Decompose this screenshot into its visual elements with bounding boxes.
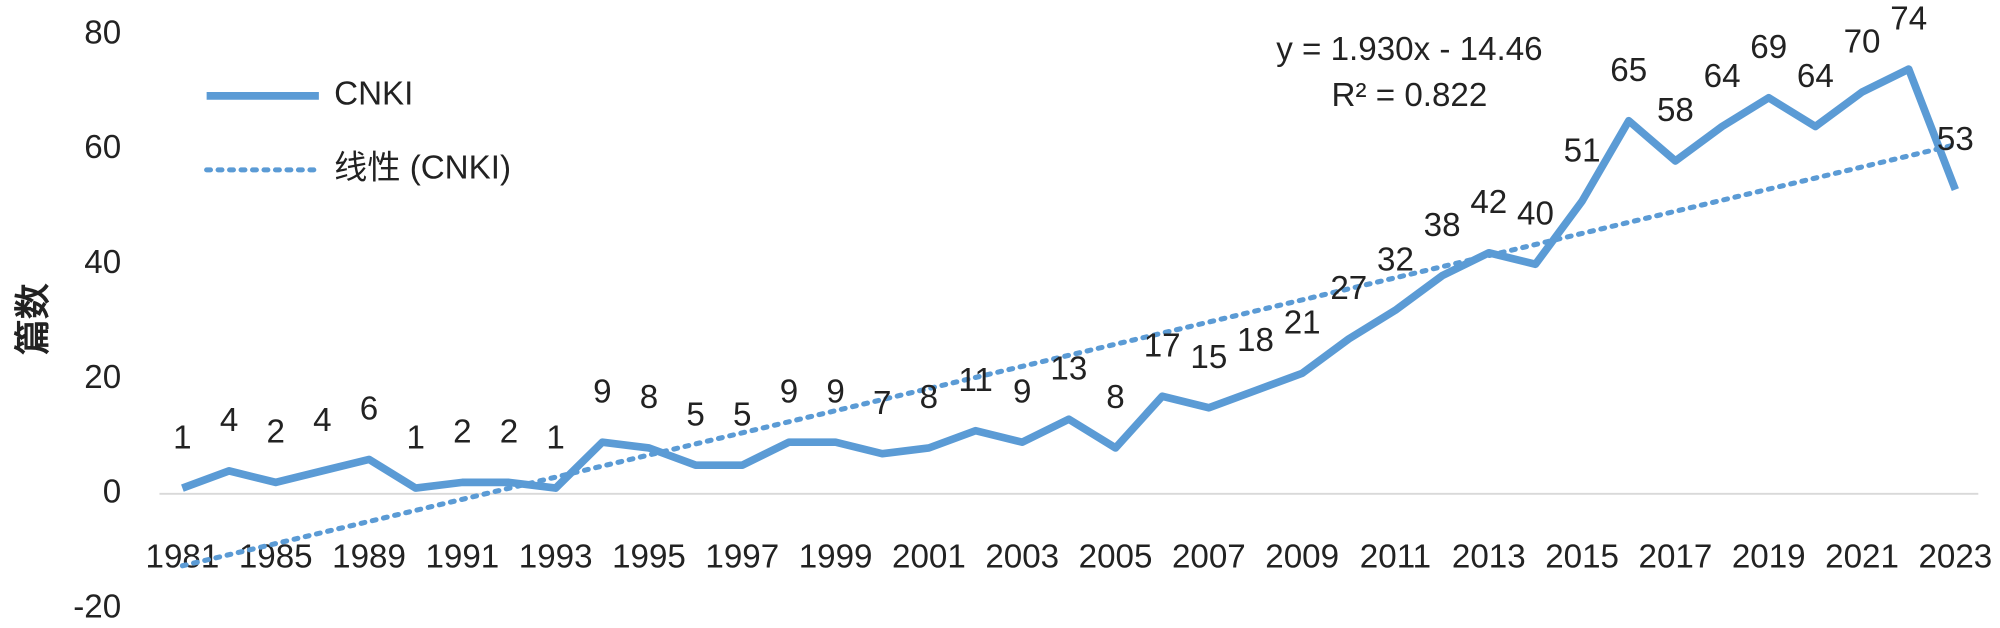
x-tick-label: 2017 <box>1639 539 1713 576</box>
data-label: 15 <box>1190 339 1227 376</box>
data-label: 65 <box>1610 52 1647 89</box>
y-axis-label: 篇数 <box>13 283 53 355</box>
data-label: 40 <box>1517 196 1554 233</box>
data-label: 4 <box>220 402 238 439</box>
x-tick-label: 2013 <box>1452 539 1526 576</box>
legend-label: 线性 (CNKI) <box>334 150 511 187</box>
data-label: 70 <box>1844 23 1881 60</box>
y-tick-label: 20 <box>84 359 121 396</box>
data-label: 17 <box>1144 328 1181 365</box>
data-label: 18 <box>1237 322 1274 359</box>
data-label: 7 <box>873 385 891 422</box>
x-tick-label: 2001 <box>892 539 966 576</box>
x-tick-label: 2005 <box>1079 539 1153 576</box>
data-label: 51 <box>1564 132 1601 169</box>
data-label: 42 <box>1470 184 1507 221</box>
y-tick-label: -20 <box>73 588 121 625</box>
data-label: 4 <box>313 402 331 439</box>
data-label: 1 <box>406 419 424 456</box>
x-tick-label: 1981 <box>146 539 220 576</box>
data-label: 69 <box>1750 29 1787 66</box>
data-label: 58 <box>1657 92 1694 129</box>
trendline-r-squared: R² = 0.822 <box>1332 77 1488 114</box>
data-label: 5 <box>733 396 751 433</box>
y-tick-label: 0 <box>103 474 121 511</box>
x-tick-label: 2019 <box>1732 539 1806 576</box>
data-label: 2 <box>266 414 284 451</box>
data-label: 64 <box>1704 58 1741 95</box>
y-tick-label: 80 <box>84 14 121 51</box>
x-tick-label: 1991 <box>425 539 499 576</box>
data-label: 74 <box>1890 0 1927 37</box>
data-label: 13 <box>1050 351 1087 388</box>
data-label: 2 <box>500 414 518 451</box>
legend-label: CNKI <box>334 76 413 113</box>
data-label: 1 <box>173 419 191 456</box>
trendline-equation: y = 1.930x - 14.46 <box>1276 31 1542 68</box>
data-label: 27 <box>1330 270 1367 307</box>
data-label: 11 <box>958 362 992 399</box>
data-label: 9 <box>593 373 611 410</box>
data-label: 9 <box>826 373 844 410</box>
data-line <box>181 65 1959 492</box>
data-label: 6 <box>360 391 378 428</box>
x-tick-label: 1997 <box>705 539 779 576</box>
x-tick-label: 1993 <box>519 539 593 576</box>
x-tick-label: 1999 <box>799 539 873 576</box>
x-tick-label: 2009 <box>1265 539 1339 576</box>
y-tick-label: 60 <box>84 129 121 166</box>
data-label: 8 <box>920 379 938 416</box>
x-tick-label: 2011 <box>1360 539 1431 576</box>
trendline <box>179 142 1958 569</box>
y-tick-label: 40 <box>84 244 121 281</box>
x-tick-label: 2023 <box>1918 539 1992 576</box>
data-label: 5 <box>686 396 704 433</box>
data-label: 9 <box>780 373 798 410</box>
data-label: 8 <box>640 379 658 416</box>
x-tick-label: 2015 <box>1545 539 1619 576</box>
data-label: 21 <box>1284 305 1321 342</box>
data-label: 32 <box>1377 241 1414 278</box>
x-tick-label: 2007 <box>1172 539 1246 576</box>
data-label: 9 <box>1013 373 1031 410</box>
x-tick-label: 2003 <box>985 539 1059 576</box>
data-label: 8 <box>1106 379 1124 416</box>
x-tick-label: 1995 <box>612 539 686 576</box>
data-label: 2 <box>453 414 471 451</box>
data-label: 38 <box>1424 207 1461 244</box>
data-label: 53 <box>1937 121 1974 158</box>
x-tick-label: 1989 <box>332 539 406 576</box>
x-tick-label: 2021 <box>1825 539 1899 576</box>
data-label: 1 <box>546 419 564 456</box>
data-label: 64 <box>1797 58 1834 95</box>
